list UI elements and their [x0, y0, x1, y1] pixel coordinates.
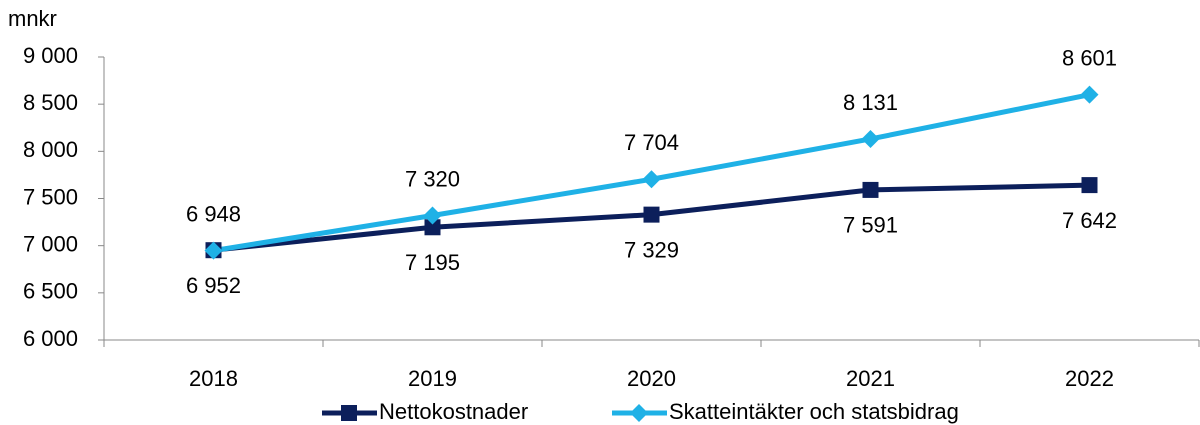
- data-label: 8 131: [843, 90, 898, 115]
- point: [423, 206, 442, 225]
- y-axis-label: mnkr: [8, 6, 57, 31]
- point: [424, 219, 441, 236]
- y-tick-label: 7 500: [23, 184, 78, 209]
- data-label: 7 591: [843, 213, 898, 238]
- data-label: 7 704: [624, 130, 679, 155]
- point: [643, 206, 660, 223]
- data-label: 7 320: [405, 166, 460, 191]
- data-label: 6 948: [186, 201, 241, 226]
- data-label: 6 952: [186, 273, 241, 298]
- x-tick-label: 2022: [1065, 366, 1114, 391]
- point: [861, 129, 880, 148]
- point: [204, 241, 223, 260]
- point: [1080, 85, 1099, 104]
- point: [642, 170, 661, 189]
- y-tick-label: 9 000: [23, 43, 78, 68]
- x-tick-label: 2021: [846, 366, 895, 391]
- data-label: 8 601: [1062, 45, 1117, 70]
- y-tick-label: 8 000: [23, 137, 78, 162]
- y-tick-label: 7 000: [23, 231, 78, 256]
- legend-label: Skatteintäkter och statsbidrag: [669, 399, 959, 424]
- y-tick-label: 6 000: [23, 326, 78, 351]
- y-tick-label: 6 500: [23, 279, 78, 304]
- data-label: 7 329: [624, 237, 679, 262]
- x-tick-label: 2020: [627, 366, 676, 391]
- legend-marker: [630, 404, 648, 422]
- legend-label: Nettokostnader: [379, 399, 528, 424]
- x-tick-label: 2018: [189, 366, 238, 391]
- x-tick-label: 2019: [408, 366, 457, 391]
- data-label: 7 642: [1062, 208, 1117, 233]
- point: [862, 181, 879, 198]
- data-label: 7 195: [405, 250, 460, 275]
- legend-marker: [341, 405, 357, 421]
- point: [1081, 177, 1098, 194]
- y-tick-label: 8 500: [23, 90, 78, 115]
